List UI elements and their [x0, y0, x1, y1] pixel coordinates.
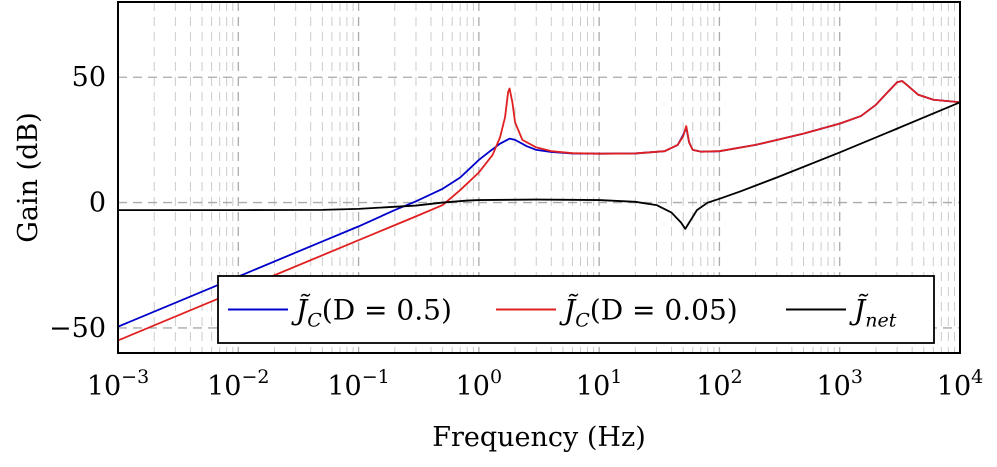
y-tick-label: 0 [89, 188, 106, 219]
legend-label-main: J̃ [291, 293, 311, 326]
series-line-3 [118, 101, 961, 230]
legend-label-2: J̃C(D = 0.05) [559, 293, 738, 331]
x-tick-exponent: 0 [490, 366, 502, 388]
x-tick-label: 100 [456, 366, 502, 402]
y-axis-label: Gain (dB) [13, 112, 44, 242]
x-tick-base: 10 [207, 371, 241, 402]
x-tick-base: 10 [696, 371, 730, 402]
x-tick-exponent: −3 [121, 366, 149, 388]
x-tick-base: 10 [87, 371, 121, 402]
x-tick-label: 10−3 [87, 366, 149, 402]
x-tick-labels: 10−3 10−2 10−1 100 101 102 103 104 [87, 366, 983, 402]
plot-frame [117, 1, 961, 354]
legend-label-main: J̃ [559, 293, 579, 326]
legend-label-subscript: C [307, 310, 322, 332]
x-tick-base: 10 [576, 371, 610, 402]
x-tick-exponent: 2 [731, 366, 743, 388]
series-line-2 [117, 80, 961, 342]
y-tick-labels: −50 0 50 [49, 62, 106, 344]
legend-label-3: J̃net [849, 293, 897, 331]
x-tick-label: 10−2 [207, 366, 269, 402]
x-tick-base: 10 [937, 371, 971, 402]
x-tick-label: 10−1 [327, 366, 389, 402]
x-tick-label: 104 [937, 366, 983, 402]
legend-label-argument: (D = 0.05) [590, 294, 738, 327]
x-tick-label: 102 [696, 366, 742, 402]
legend-label-subscript: C [575, 310, 590, 332]
x-tick-base: 10 [327, 371, 361, 402]
x-tick-label: 101 [576, 366, 622, 402]
legend-label-1: J̃C(D = 0.5) [291, 293, 452, 331]
legend-label-argument: (D = 0.5) [322, 294, 452, 327]
x-axis-label: Frequency (Hz) [432, 422, 645, 453]
legend-label-main: J̃ [849, 293, 869, 326]
x-tick-base: 10 [456, 371, 490, 402]
legend: J̃C(D = 0.5) J̃C(D = 0.05) J̃net [217, 275, 935, 344]
x-tick-exponent: −1 [362, 366, 390, 388]
x-tick-exponent: 4 [971, 366, 983, 388]
x-tick-exponent: 3 [851, 366, 863, 388]
x-tick-exponent: −2 [241, 366, 269, 388]
series-group [117, 80, 961, 342]
y-tick-label: −50 [49, 313, 106, 344]
legend-label-subscript: net [865, 310, 896, 332]
y-tick-label: 50 [72, 62, 106, 93]
x-tick-exponent: 1 [610, 366, 622, 388]
x-tick-label: 103 [816, 366, 862, 402]
x-tick-base: 10 [816, 371, 850, 402]
